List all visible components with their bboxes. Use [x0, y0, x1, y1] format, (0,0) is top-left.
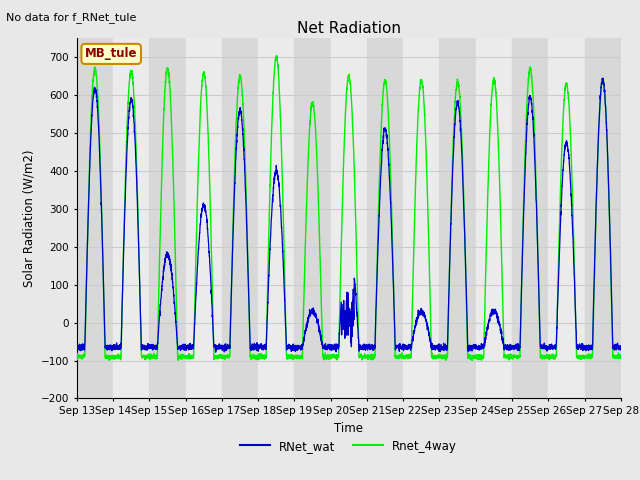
Line: Rnet_4way: Rnet_4way — [77, 56, 621, 360]
RNet_wat — [599, 75, 607, 81]
RNet_wat — [329, 344, 337, 350]
Text: No data for f_RNet_tule: No data for f_RNet_tule — [6, 12, 137, 23]
Bar — [186, 38, 222, 398]
RNet_wat — [616, 345, 624, 350]
Bar — [222, 38, 258, 398]
RNet_wat — [502, 342, 509, 348]
Bar — [331, 38, 367, 398]
Bar — [403, 38, 440, 398]
Bar — [113, 38, 149, 398]
Rnet_4way — [468, 358, 476, 363]
Bar — [548, 38, 584, 398]
X-axis label: Time: Time — [334, 421, 364, 434]
Text: MB_tule: MB_tule — [85, 48, 138, 60]
Bar — [294, 38, 331, 398]
Bar — [258, 38, 294, 398]
RNet_wat — [471, 342, 479, 348]
RNet_wat — [73, 342, 81, 348]
Rnet_4way — [329, 354, 337, 360]
RNet_wat — [171, 301, 179, 307]
Rnet_4way — [502, 355, 509, 360]
Rnet_4way — [73, 354, 81, 360]
Title: Net Radiation: Net Radiation — [297, 21, 401, 36]
Rnet_4way — [617, 355, 625, 360]
Y-axis label: Solar Radiation (W/m2): Solar Radiation (W/m2) — [22, 150, 35, 287]
RNet_wat — [617, 343, 625, 348]
Rnet_4way — [441, 352, 449, 358]
Rnet_4way — [616, 354, 624, 360]
RNet_wat — [212, 349, 220, 355]
Bar — [512, 38, 548, 398]
Bar — [77, 38, 113, 398]
Bar — [367, 38, 403, 398]
Bar — [149, 38, 186, 398]
Bar — [584, 38, 621, 398]
Line: RNet_wat: RNet_wat — [77, 78, 621, 352]
Rnet_4way — [171, 221, 179, 227]
Rnet_4way — [273, 53, 280, 59]
Bar — [440, 38, 476, 398]
RNet_wat — [441, 343, 449, 348]
Bar — [476, 38, 512, 398]
Legend: RNet_wat, Rnet_4way: RNet_wat, Rnet_4way — [236, 435, 462, 457]
Rnet_4way — [471, 353, 479, 359]
